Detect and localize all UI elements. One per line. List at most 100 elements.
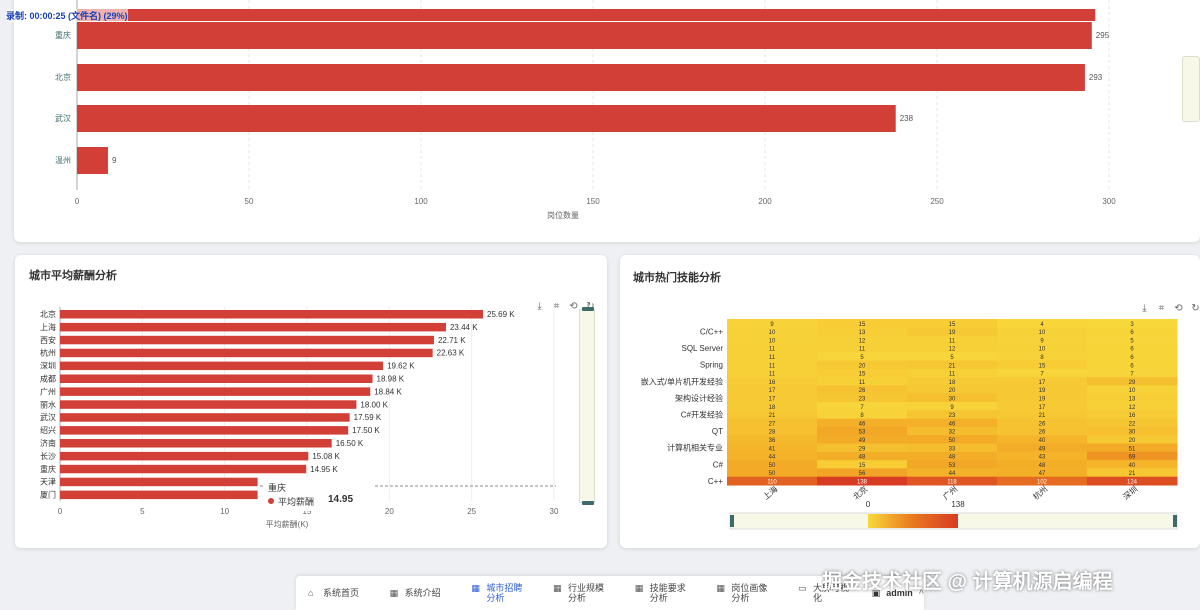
- heatmap-cell: [817, 393, 908, 403]
- heatmap-cell: [727, 476, 818, 486]
- heatmap-cell-label: 11: [859, 347, 866, 353]
- bar-value-label: 295: [1096, 31, 1110, 40]
- bar-value-label: 18.00 K: [360, 400, 388, 409]
- tooltip-series: 平均薪酬: [278, 497, 315, 507]
- visual-map-handle-right: [1173, 515, 1177, 527]
- nav-item-label: 技能要求分析: [649, 583, 686, 603]
- nav-item-label: 城市招聘分析: [486, 583, 523, 603]
- user-menu[interactable]: ▣ admin ^: [872, 588, 924, 599]
- heatmap-cell-label: 13: [1129, 397, 1136, 403]
- x-tick-label: 0: [75, 197, 80, 206]
- x-tick-label: 5: [140, 507, 145, 516]
- heatmap-cell-label: 33: [949, 446, 956, 452]
- bar-value-label: 23.44 K: [450, 323, 478, 332]
- download-icon[interactable]: ⤓: [537, 301, 542, 312]
- heatmap-cell: [1087, 368, 1178, 378]
- heatmap-cell-label: 11: [769, 347, 776, 353]
- top-chart-zoom-slider[interactable]: [1182, 56, 1200, 122]
- nav-item[interactable]: ▦ 系统介绍: [390, 588, 472, 598]
- heatmap-cell: [817, 319, 908, 328]
- city-salary-chart: 0 5 10 15 20 25 30 北京 25.69 K 上海 23.44 K 西安 22.71 K 杭…: [40, 307, 559, 529]
- bar: [77, 9, 1096, 21]
- heatmap-cell-label: 30: [949, 397, 956, 403]
- x-tick-label: 150: [586, 197, 600, 206]
- heatmap-cell-label: 7: [860, 405, 864, 411]
- heatmap-cell-label: 21: [949, 363, 956, 369]
- heatmap-cell-label: 124: [1127, 480, 1138, 486]
- heatmap-cell: [907, 327, 998, 337]
- heatmap-cell-label: 9: [770, 322, 774, 328]
- heatmap-cell-label: 36: [769, 438, 776, 444]
- heatmap-cell-label: 16: [769, 380, 776, 386]
- bar-value-label: 17.50 K: [352, 426, 380, 435]
- heatmap-cell: [817, 377, 908, 386]
- recording-timer: 录制: 00:00:25 (文件名) (29%): [6, 9, 128, 22]
- heatmap-cell-label: 17: [769, 388, 776, 394]
- slider-handle-bottom[interactable]: [582, 501, 594, 505]
- x-tick-label: 50: [245, 197, 254, 206]
- restore-icon[interactable]: ⟲: [569, 301, 578, 312]
- heatmap-cell-label: 69: [1129, 455, 1136, 461]
- heatmap-cell-label: 19: [1039, 388, 1046, 394]
- heatmap-cell: [1087, 468, 1178, 478]
- heatmap-cell: [907, 418, 998, 428]
- heatmap-cell: [907, 460, 998, 469]
- salary-zoom-slider[interactable]: [579, 307, 595, 505]
- refresh-icon[interactable]: ↻: [585, 301, 596, 312]
- heatmap-cell: [727, 426, 818, 436]
- heatmap-cell: [997, 360, 1088, 370]
- x-tick-label: 深圳: [1121, 484, 1140, 502]
- y-tick-label: 北京: [40, 309, 56, 319]
- heatmap-cell-label: 110: [767, 480, 777, 486]
- heatmap-cell-label: 50: [769, 471, 776, 477]
- restore-icon[interactable]: ⟲: [1174, 303, 1183, 314]
- x-tick-label: 杭州: [1031, 484, 1050, 502]
- nav-item[interactable]: ⌂ 系统首页: [308, 588, 390, 598]
- x-tick-label: 300: [1102, 197, 1116, 206]
- heatmap-cell: [817, 468, 908, 478]
- heatmap-cell: [727, 460, 818, 469]
- crop-icon[interactable]: ⌗: [1158, 303, 1165, 314]
- heatmap-cell: [817, 451, 908, 461]
- heatmap-cell: [907, 377, 998, 386]
- heatmap-cell-label: 19: [949, 330, 956, 336]
- y-tick-label: 武汉: [40, 412, 56, 422]
- nav-item[interactable]: ▦ 技能要求分析: [635, 583, 717, 603]
- bar: [60, 490, 258, 500]
- heatmap-cell-label: 11: [769, 355, 776, 361]
- nav-item[interactable]: ▦ 行业规模分析: [553, 583, 635, 603]
- y-tick-label: 温州: [55, 156, 71, 165]
- crop-icon[interactable]: ⌗: [553, 301, 560, 312]
- heatmap-cell-label: 29: [1129, 380, 1136, 386]
- y-tick-label: 架构设计经验: [675, 393, 723, 403]
- heatmap-cell-label: 12: [949, 347, 956, 353]
- heatmap-cell: [907, 443, 998, 453]
- nav-item[interactable]: ▦ 城市招聘分析: [471, 583, 553, 603]
- heatmap-cell: [1087, 319, 1178, 328]
- heatmap-cell-label: 118: [947, 480, 957, 486]
- heatmap-cell-label: 30: [1129, 430, 1136, 436]
- bar-value-label: 18.98 K: [377, 375, 405, 384]
- heatmap-cell: [997, 352, 1088, 361]
- heatmap-cell: [727, 468, 818, 478]
- heatmap-cell: [1087, 410, 1178, 420]
- bar: [60, 335, 434, 345]
- heatmap-cell: [1087, 476, 1178, 486]
- heatmap-cell-label: 11: [949, 338, 956, 344]
- download-icon[interactable]: ⤓: [1142, 303, 1147, 314]
- nav-item[interactable]: ▭ 大屏可视化: [798, 583, 880, 603]
- slider-handle-top[interactable]: [582, 307, 594, 311]
- heatmap-cell: [997, 410, 1088, 420]
- bar-value-label: 15.08 K: [312, 452, 340, 461]
- heatmap-cell-label: 18: [949, 380, 956, 386]
- nav-item[interactable]: ▦ 岗位画像分析: [716, 583, 798, 603]
- heatmap-cell: [907, 393, 998, 403]
- heatmap-cell: [1087, 352, 1178, 361]
- tooltip-city: 重庆: [268, 483, 287, 493]
- heatmap-cell-label: 19: [1039, 397, 1046, 403]
- heatmap-cell-label: 32: [949, 430, 956, 436]
- heatmap-cell-label: 9: [1040, 338, 1044, 344]
- heatmap-cell-label: 44: [949, 471, 956, 477]
- heatmap-cell-label: 21: [769, 413, 776, 419]
- refresh-icon[interactable]: ↻: [1191, 303, 1200, 314]
